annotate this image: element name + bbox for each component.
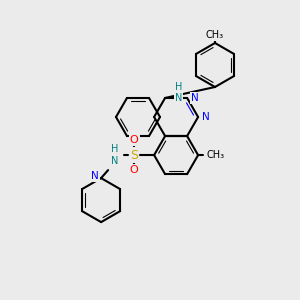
- Text: N: N: [91, 171, 99, 181]
- Text: H
N: H N: [175, 82, 182, 103]
- Text: CH₃: CH₃: [206, 150, 224, 160]
- Text: S: S: [130, 148, 138, 162]
- Text: N: N: [202, 112, 210, 122]
- Text: O: O: [130, 165, 139, 175]
- Text: H
N: H N: [111, 144, 118, 166]
- Text: CH₃: CH₃: [206, 30, 224, 40]
- Text: N: N: [191, 93, 199, 103]
- Text: O: O: [130, 135, 139, 145]
